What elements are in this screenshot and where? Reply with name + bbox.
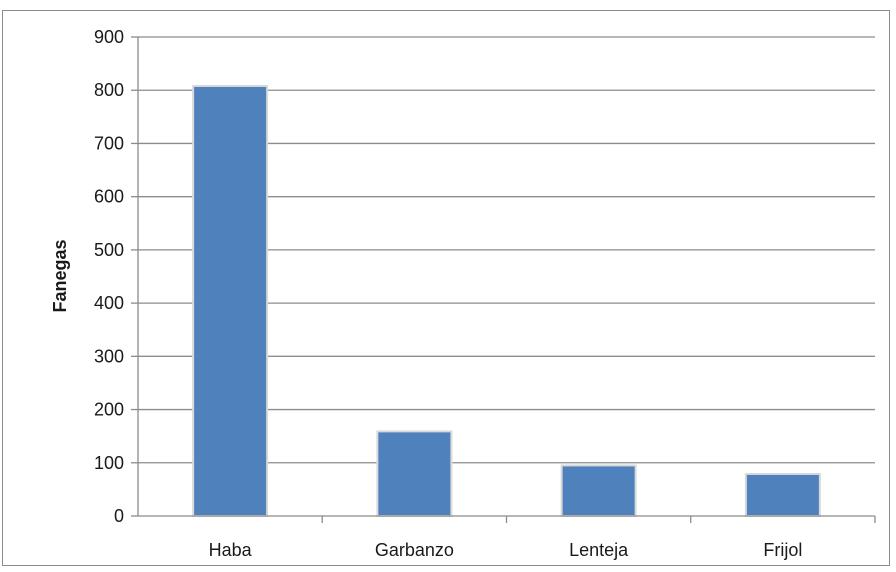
x-tick-labels: Haba Garbanzo Lenteja Frijol (209, 540, 803, 560)
y-tick-labels: 0 100 200 300 400 500 600 700 800 900 (94, 27, 124, 526)
y-tick-label: 300 (94, 346, 124, 366)
y-tick-label: 800 (94, 80, 124, 100)
x-tick-label: Lenteja (569, 540, 629, 560)
y-tick-label: 100 (94, 453, 124, 473)
y-tick-label: 500 (94, 240, 124, 260)
y-tick-label: 600 (94, 187, 124, 207)
x-tick-label: Haba (209, 540, 253, 560)
y-tick-label: 0 (114, 506, 124, 526)
bar-frijol (744, 472, 821, 517)
y-tick-label: 700 (94, 133, 124, 153)
y-axis-title: Fanegas (50, 239, 70, 312)
y-tick-label: 900 (94, 27, 124, 47)
bar-lenteja (560, 464, 637, 518)
y-tick-label: 400 (94, 293, 124, 313)
y-tick-label: 200 (94, 400, 124, 420)
axes (131, 36, 876, 523)
bars (192, 84, 821, 518)
bar-garbanzo (376, 430, 453, 518)
bar-haba (192, 84, 269, 517)
x-tick-label: Frijol (763, 540, 802, 560)
x-tick-label: Garbanzo (375, 540, 454, 560)
